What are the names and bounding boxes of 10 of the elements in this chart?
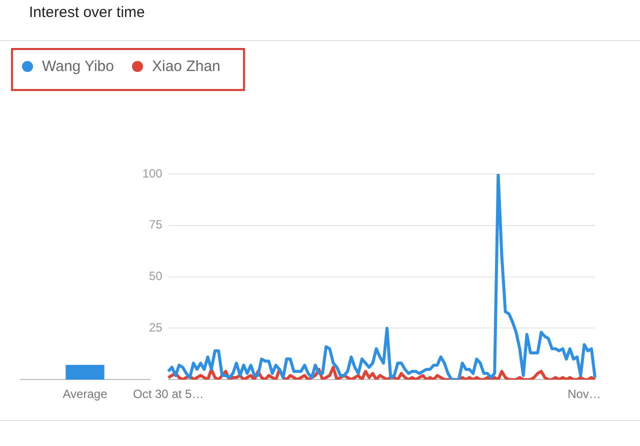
- x-tick-label: Oct 30 at 5…: [133, 387, 204, 402]
- y-tick-label: 25: [148, 320, 163, 335]
- legend-label: Wang Yibo: [42, 58, 114, 75]
- y-tick-label: 50: [148, 269, 163, 284]
- x-tick-label: Nov…: [568, 387, 601, 402]
- legend-label: Xiao Zhan: [152, 58, 220, 75]
- chart-title: Interest over time: [29, 4, 145, 21]
- y-tick-label: 100: [142, 166, 163, 180]
- y-tick-label: 75: [148, 218, 163, 232]
- x-tick-label: Average: [62, 387, 108, 402]
